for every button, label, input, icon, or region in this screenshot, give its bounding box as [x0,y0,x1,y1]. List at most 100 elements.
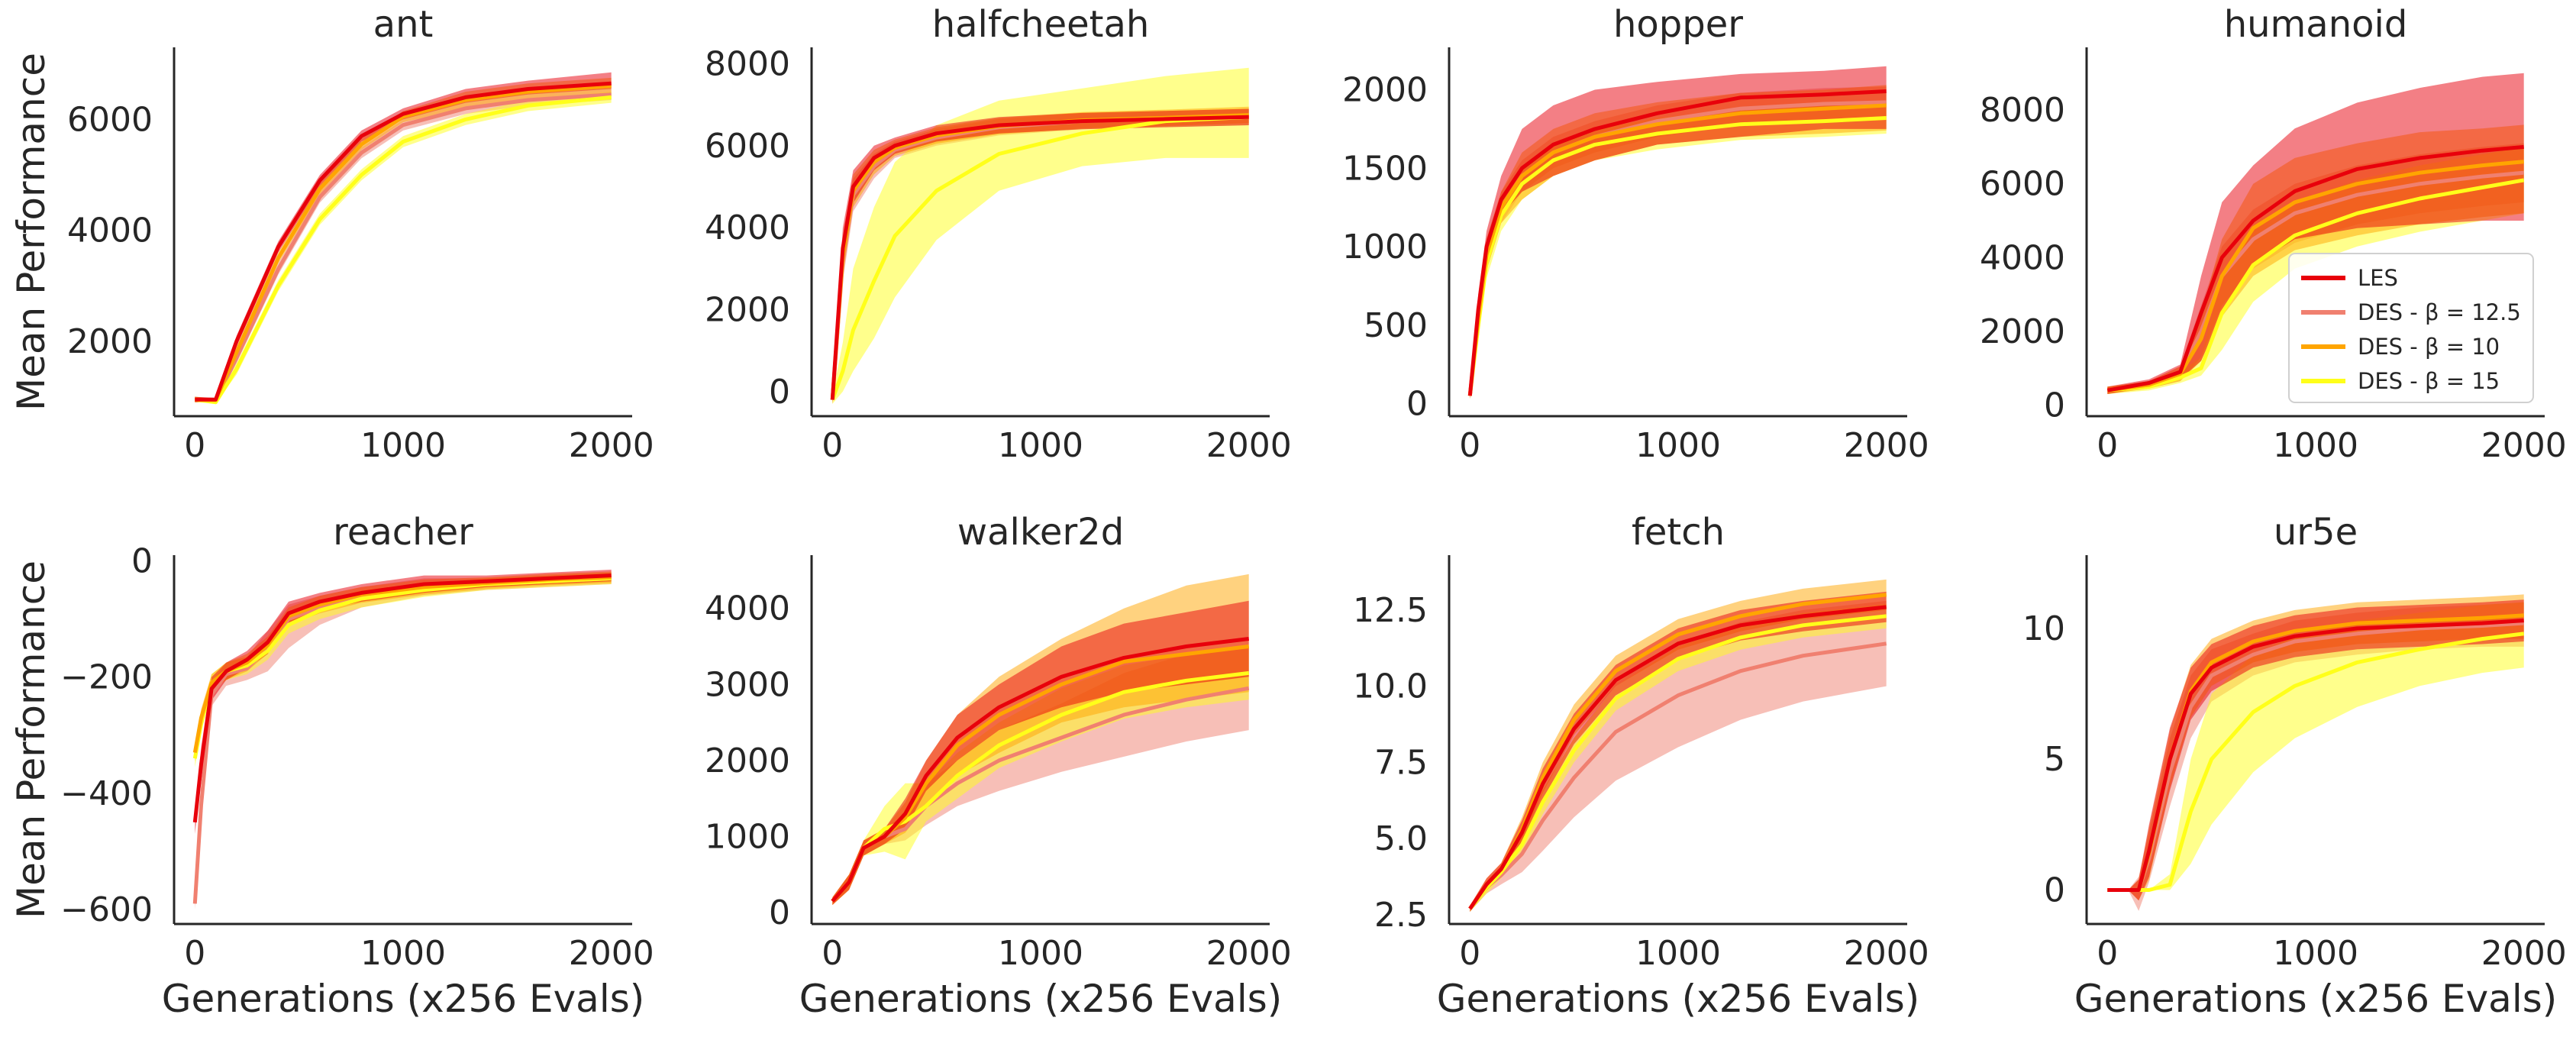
x-tick-label: 1000 [1635,934,1721,973]
subplot-walker2d: walker2d 0 1000 2000 0 1000 2000 3000 4000 Genera… [705,511,1292,1021]
subplot-title: hopper [1613,3,1743,46]
band-des-15 [2107,602,2524,890]
x-tick-label: 2000 [1844,934,1929,973]
x-tick-label: 0 [1459,426,1480,465]
line-les [2107,619,2524,892]
y-tick-label: −400 [60,774,153,813]
subplot-fetch: fetch 0 1000 2000 2.5 5.0 7.5 10.0 12.5 Generatio… [1353,511,1929,1021]
y-tick-label: 10.0 [1353,667,1428,706]
y-tick-label: 0 [769,893,790,932]
y-tick-label: −600 [60,890,153,929]
subplot-title: walker2d [957,511,1124,554]
y-tick-label: 10 [2022,609,2065,648]
line-des-15 [1468,614,1887,910]
line-les [195,81,612,402]
y-tick-label: −200 [60,658,153,697]
x-tick-label: 2000 [1206,934,1292,973]
band-des-12-5 [195,89,612,402]
band-des-15 [1470,603,1887,912]
band-des-15 [195,92,612,404]
y-tick-label: 0 [1406,385,1428,424]
band-les [1470,66,1887,399]
band-les [832,600,1249,906]
x-tick-label: 2000 [569,426,654,465]
x-tick-label: 0 [184,934,205,973]
plot-area [831,573,1250,906]
y-tick-label: 6000 [67,100,153,139]
y-tick-label: 3000 [705,665,790,704]
plot-area [1468,579,1887,912]
line-des-12-5 [192,576,612,904]
line-des-15 [2107,178,2525,393]
y-tick-label: 0 [769,373,790,412]
plot-area [2106,73,2525,395]
subplot-halfcheetah: halfcheetah 0 1000 2000 0 2000 4000 6000 8000 [705,3,1292,465]
band-les [195,570,612,835]
line-les [830,115,1249,400]
x-tick-label: 2000 [2481,934,2567,973]
x-tick-label: 0 [1459,934,1480,973]
x-tick-label: 2000 [1206,426,1292,465]
y-tick-label: 8000 [705,44,790,83]
x-axis-label: Generations (x256 Evals) [162,977,645,1021]
x-tick-label: 0 [2097,426,2118,465]
y-tick-label: 2000 [705,290,790,329]
x-tick-label: 1000 [998,426,1083,465]
x-axis-label: Generations (x256 Evals) [2074,977,2558,1021]
plot-area [192,570,612,909]
plot-area [830,67,1249,404]
y-tick-label: 8000 [1980,91,2065,130]
x-tick-label: 1000 [1635,426,1721,465]
band-des-12-5 [195,572,612,909]
y-axis-label: Mean Performance [9,53,53,411]
line-des-10 [195,84,612,402]
legend-frame [2288,253,2534,403]
line-les [831,637,1250,903]
y-axis-label: Mean Performance [9,560,53,919]
y-tick-label: 4000 [1980,238,2065,277]
x-tick-label: 1000 [998,934,1083,973]
subplot-hopper: hopper 0 1000 2000 0 500 1000 1500 2000 [1342,3,1929,465]
band-les [2107,73,2524,395]
x-tick-label: 2000 [1844,426,1929,465]
y-tick-label: 1000 [1342,228,1428,267]
y-tick-label: 4000 [705,208,790,247]
y-tick-label: 5 [2044,740,2065,779]
subplot-title: ur5e [2274,511,2358,554]
y-tick-label: 6000 [705,127,790,166]
band-des-12-5 [1470,600,1887,912]
plot-area [1467,66,1887,399]
subplot-humanoid: humanoid 0 1000 2000 0 2000 4000 6000 8000 LES DES… [1980,3,2567,465]
y-tick-label: 5.0 [1374,819,1428,858]
x-axis-label: Generations (x256 Evals) [1437,977,1920,1021]
y-tick-label: 500 [1364,306,1428,345]
x-tick-label: 1000 [360,934,446,973]
x-tick-label: 0 [2097,934,2118,973]
band-des-15 [832,67,1249,404]
x-tick-label: 2000 [2481,426,2567,465]
x-tick-label: 1000 [360,426,446,465]
y-tick-label: 4000 [67,212,153,250]
y-tick-label: 12.5 [1353,591,1428,630]
legend-label: DES - β = 10 [2358,334,2500,360]
y-tick-label: 2000 [705,741,790,780]
line-des-15 [830,115,1249,401]
y-tick-label: 6000 [1980,165,2065,204]
x-axis-label: Generations (x256 Evals) [799,977,1283,1021]
line-les [192,573,612,823]
y-tick-label: 2000 [67,322,153,361]
y-tick-label: 2000 [1980,312,2065,351]
subplot-title: ant [373,3,434,46]
y-tick-label: 7.5 [1374,743,1428,782]
legend: LES DES - β = 12.5 DES - β = 10 DES - β = 1… [2288,253,2534,403]
subplot-title: humanoid [2224,3,2408,46]
y-tick-label: 1500 [1342,149,1428,188]
x-tick-label: 0 [184,426,205,465]
y-tick-label: 0 [2044,386,2065,425]
x-tick-label: 0 [822,426,843,465]
line-les [2106,144,2524,393]
line-les [1467,89,1887,396]
subplot-reacher: reacher 0 1000 2000 −600 −400 −200 0 Mean Perfor… [9,511,654,1021]
subplot-title: reacher [333,511,473,554]
